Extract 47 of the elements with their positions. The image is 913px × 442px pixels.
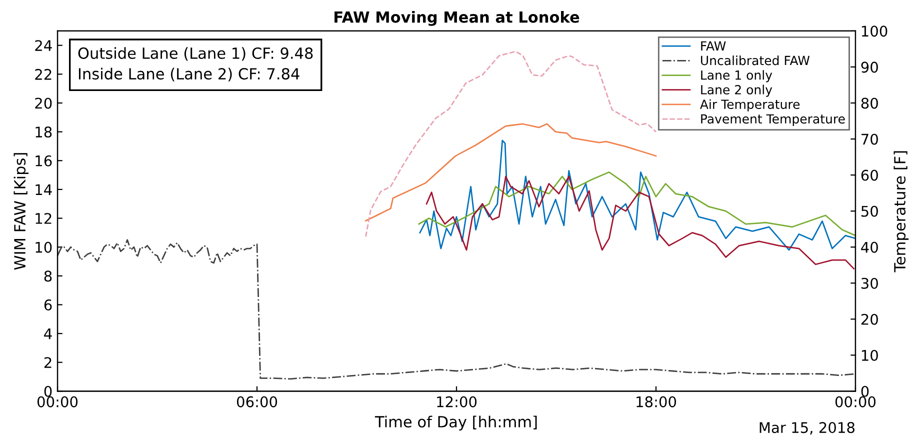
y2-tick-label: 30 — [861, 278, 878, 289]
y2-tick-label: 80 — [861, 98, 878, 109]
legend-label: Uncalibrated FAW — [701, 56, 810, 66]
y-tick-label: 12 — [36, 212, 52, 224]
y2-tick-label: 20 — [861, 314, 878, 325]
y-tick-label: 14 — [36, 184, 52, 195]
y-tick-label: 20 — [35, 98, 52, 109]
y2-axis-title: Temperature [F] — [894, 151, 909, 272]
x-tick-label: 12:00 — [437, 396, 477, 408]
y2-tick-label: 70 — [862, 134, 878, 145]
x-tick-label: 00:00 — [835, 396, 876, 408]
chart-title: FAW Moving Mean at Lonoke — [334, 11, 580, 26]
y-tick-label: 0 — [44, 386, 52, 397]
line-series — [365, 123, 657, 222]
x-tick-label: 00:00 — [37, 396, 78, 408]
legend-label: Lane 1 only — [701, 70, 772, 82]
line-series — [58, 239, 856, 380]
y-tick-label: 18 — [36, 126, 52, 138]
y-tick-label: 16 — [36, 155, 52, 166]
line-series — [418, 171, 856, 236]
y2-tick-label: 0 — [861, 386, 869, 397]
y-tick-label: 2 — [44, 357, 52, 368]
y2-tick-label: 90 — [861, 62, 878, 73]
y2-tick-label: 60 — [861, 170, 878, 181]
line-series — [426, 176, 855, 270]
y-axis-title: WIM FAW [Kips] — [14, 153, 29, 270]
legend-label: FAW — [701, 41, 726, 50]
line-series — [419, 140, 856, 251]
annotation: Outside Lane (Lane 1) CF: 9.48 Inside Lane (Lane 2) CF: 7.84 — [78, 47, 313, 82]
y-tick-label: 24 — [35, 40, 52, 51]
text: Mar 15, 2018 — [760, 422, 854, 435]
line-series — [365, 50, 657, 238]
y-tick-label: 10 — [36, 242, 52, 253]
y-tick-label: 4 — [44, 328, 52, 340]
y2-tick-label: 50 — [861, 206, 878, 217]
legend-label: Pavement Temperature — [701, 114, 845, 126]
y-tick-label: 22 — [35, 68, 52, 80]
x-axis-title: Time of Day [hh:mm] — [374, 416, 537, 430]
x-tick-label: 18:00 — [636, 396, 676, 408]
y-tick-label: 6 — [44, 299, 52, 310]
legend-label: Lane 2 only — [701, 84, 772, 97]
y2-tick-label: 40 — [861, 242, 878, 253]
x-tick-label: 06:00 — [236, 396, 278, 408]
y2-tick-label: 10 — [862, 350, 878, 361]
y-tick-label: 8 — [44, 270, 52, 282]
legend-label: Air Temperature — [700, 99, 800, 112]
y2-tick-label: 100 — [862, 26, 888, 37]
